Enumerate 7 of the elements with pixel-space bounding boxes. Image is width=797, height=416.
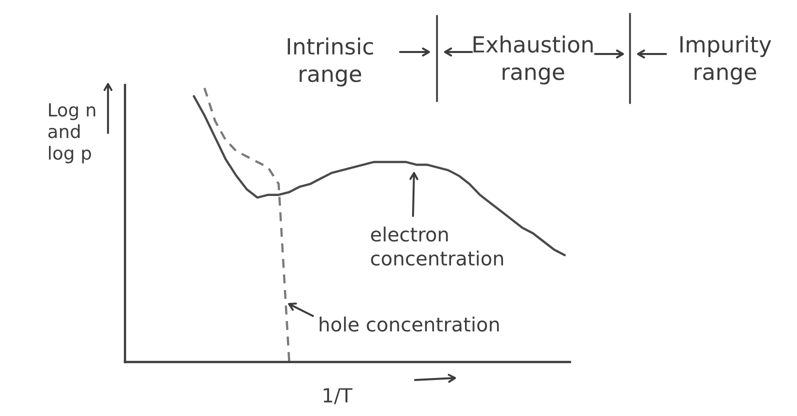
x-axis-title: 1/T: [324, 388, 352, 404]
y-axis-title: Log n and log p: [48, 103, 96, 164]
annotation: electron concentration: [371, 226, 504, 266]
annotation: hole concentration: [320, 316, 499, 332]
text: Intrinsic range: [288, 38, 373, 86]
text: Impurity range: [680, 36, 772, 84]
text: Exhaustion range: [474, 36, 593, 84]
